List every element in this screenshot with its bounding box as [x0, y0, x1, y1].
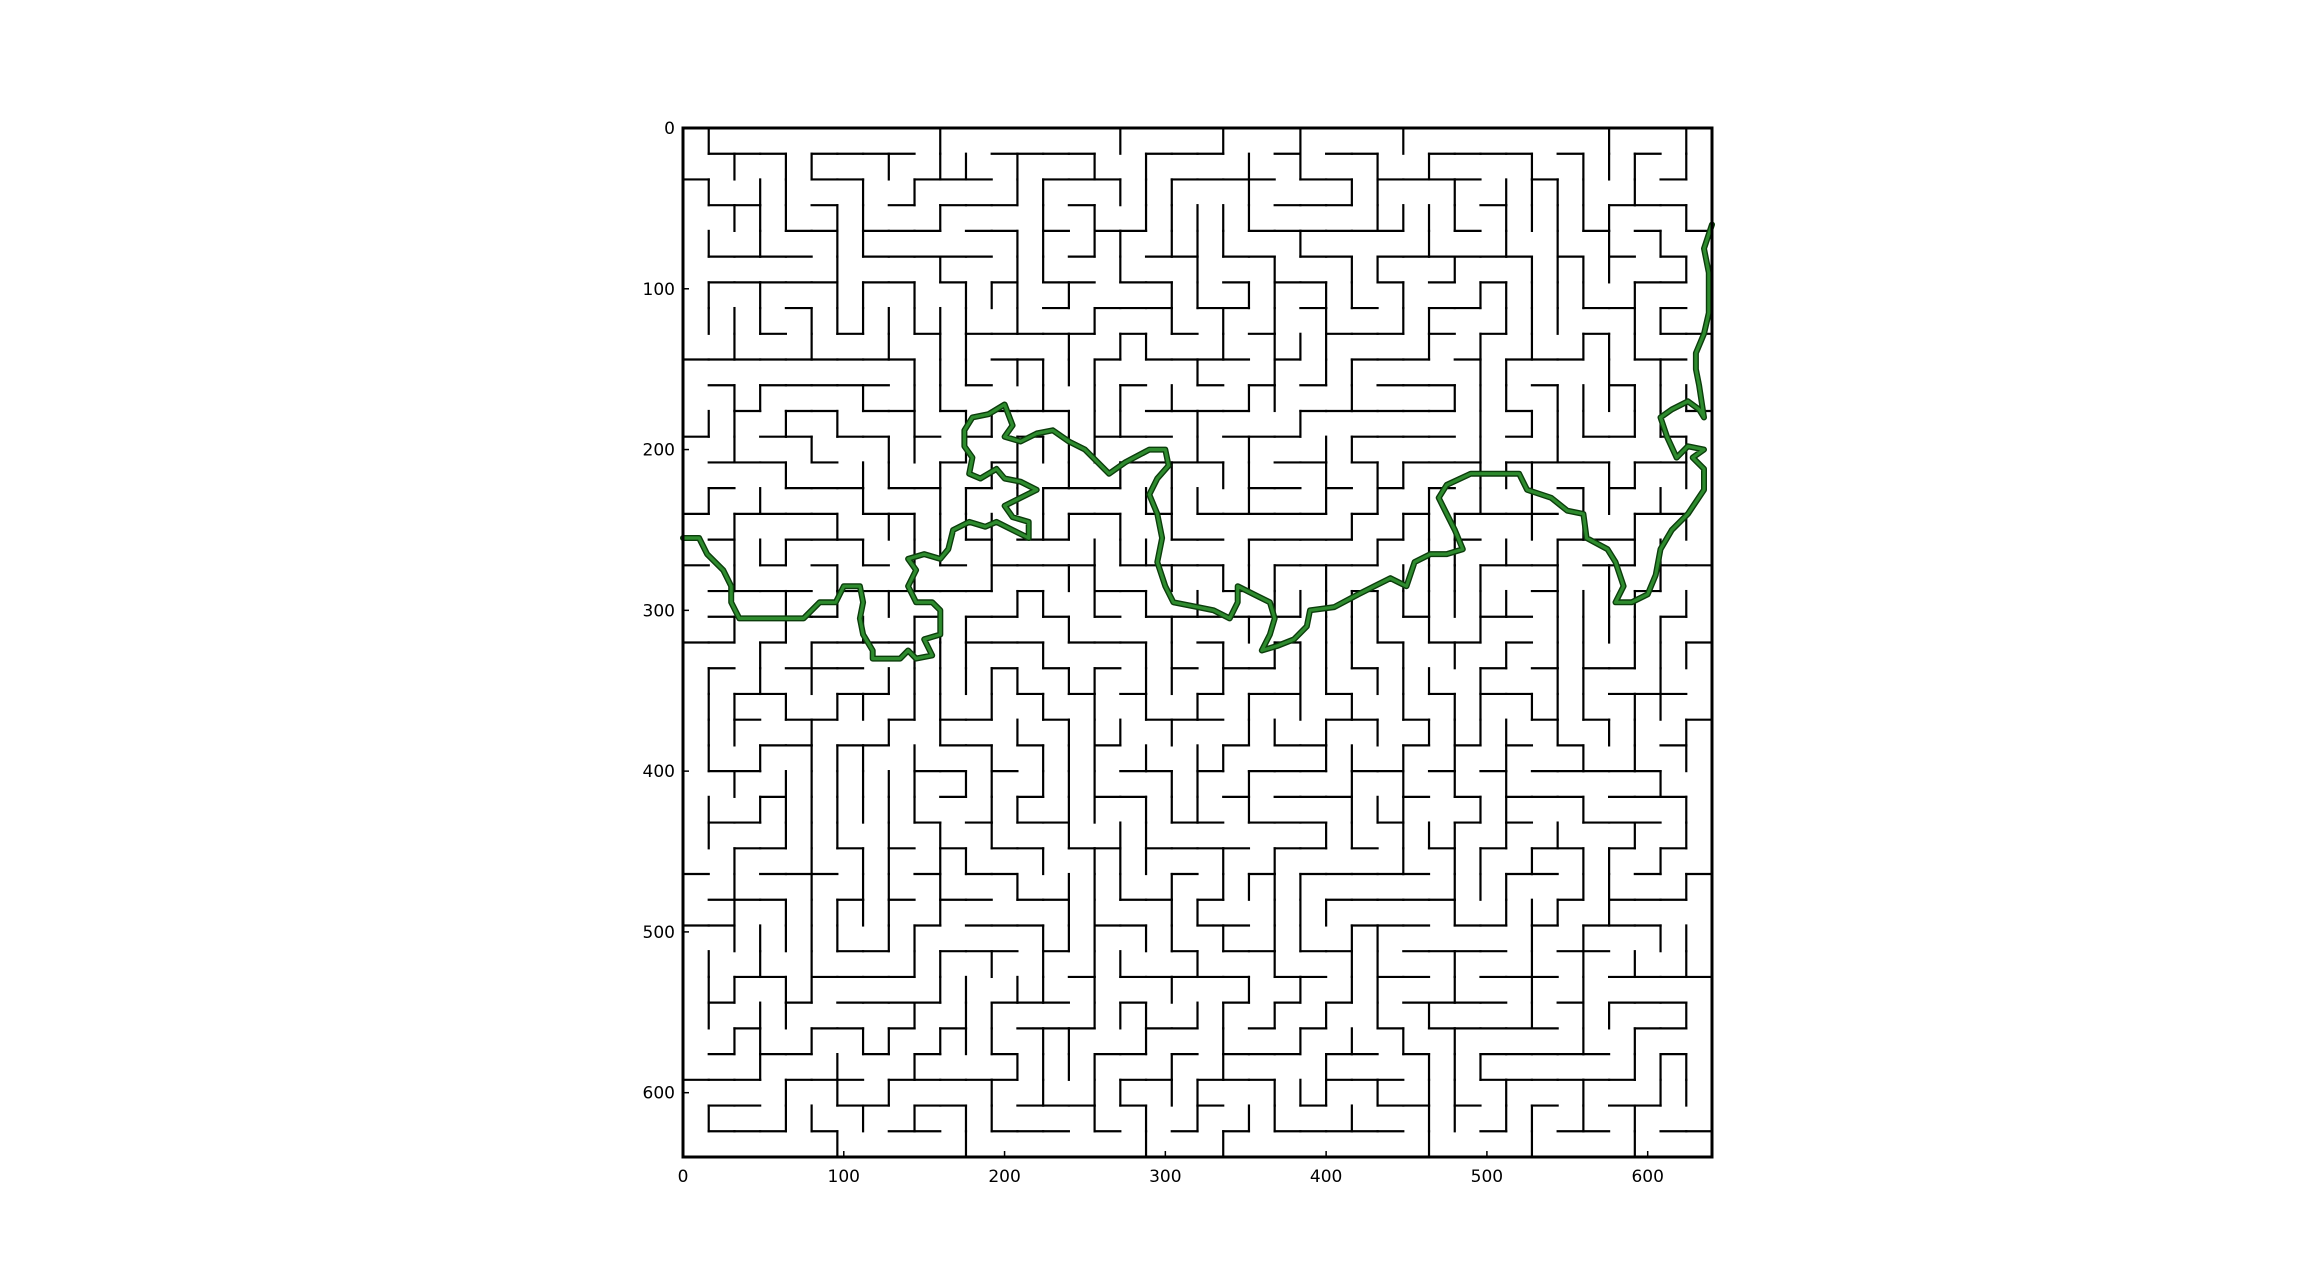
y-tick-label: 200	[643, 441, 675, 461]
x-axis-ticks: 0 100 200 300 400 500 600	[678, 1151, 1664, 1187]
solution-path-layer	[680, 221, 1715, 662]
x-tick-label: 100	[828, 1167, 860, 1187]
y-tick-label: 100	[643, 280, 675, 300]
x-tick-label: 600	[1631, 1167, 1663, 1187]
axes-frame	[681, 126, 1714, 1159]
maze-walls	[681, 126, 1714, 1159]
x-tick-label: 400	[1310, 1167, 1342, 1187]
solution-path	[681, 222, 1714, 661]
y-tick-label: 400	[643, 762, 675, 782]
x-tick-label: 300	[1149, 1167, 1181, 1187]
y-tick-label: 300	[643, 601, 675, 621]
x-tick-label: 200	[988, 1167, 1020, 1187]
x-tick-label: 0	[678, 1167, 689, 1187]
y-tick-label: 500	[643, 923, 675, 943]
y-axis-ticks: 0 100 200 300 400 500 600	[643, 119, 689, 1104]
y-tick-label: 0	[664, 119, 675, 139]
x-tick-label: 500	[1471, 1167, 1503, 1187]
y-tick-label: 600	[643, 1084, 675, 1104]
